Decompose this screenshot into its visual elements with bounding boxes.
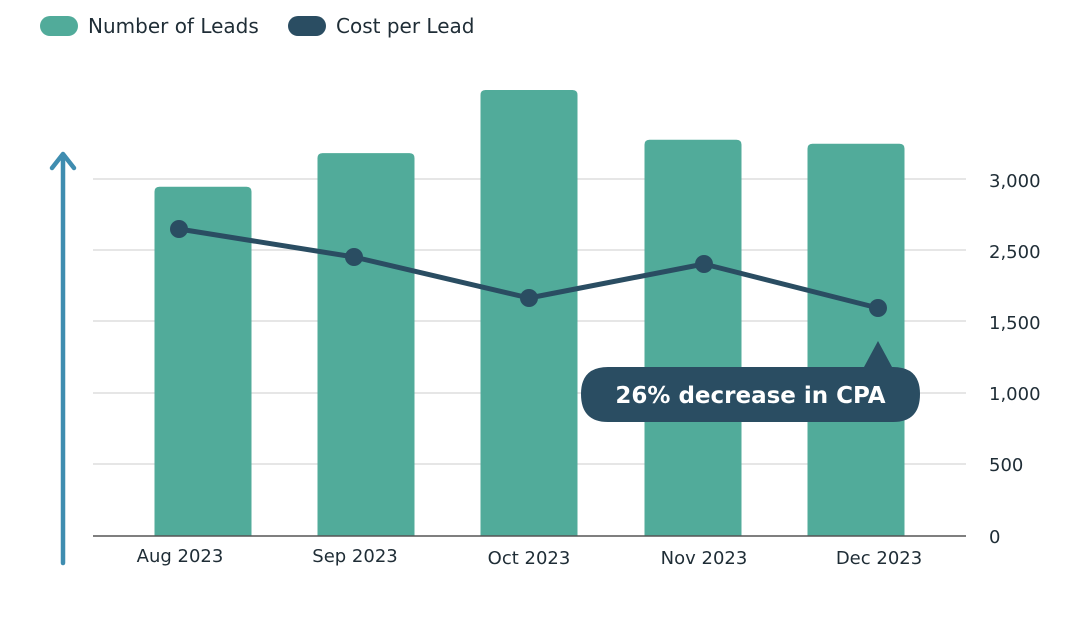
cpl-point-aug-2023	[170, 220, 188, 238]
x-tick-label: Aug 2023	[137, 546, 224, 567]
legend-label-leads: Number of Leads	[88, 14, 259, 38]
x-tick-label: Nov 2023	[661, 548, 748, 569]
callout-text: 26% decrease in CPA	[615, 383, 885, 409]
arrow-head	[49, 151, 77, 171]
cpl-point-oct-2023	[520, 289, 538, 307]
legend-label-cpl: Cost per Lead	[336, 14, 474, 38]
y-tick-label: 0	[989, 527, 1000, 548]
bars	[154, 90, 905, 537]
y-tick-label: 3,000	[989, 171, 1041, 192]
y-tick-label: 1,500	[989, 313, 1041, 334]
up-arrow-icon	[49, 151, 77, 566]
bar-oct-2023	[480, 90, 578, 536]
bar-aug-2023	[154, 186, 252, 536]
bar-dec-2023	[807, 143, 905, 537]
cost-per-lead-line	[170, 220, 887, 317]
legend-swatch-cpl	[288, 16, 326, 36]
x-tick-label: Sep 2023	[312, 546, 397, 567]
y-tick-label: 2,500	[989, 242, 1041, 263]
cpl-point-nov-2023	[695, 255, 713, 273]
y-tick-label: 1,000	[989, 384, 1041, 405]
callout: 26% decrease in CPA	[581, 341, 920, 422]
cpl-point-sep-2023	[345, 248, 363, 266]
bar-nov-2023	[644, 139, 742, 536]
cpl-point-dec-2023	[869, 299, 887, 317]
x-tick-label: Oct 2023	[488, 548, 571, 569]
legend: Number of Leads Cost per Lead	[40, 14, 474, 38]
bar-sep-2023	[317, 153, 415, 536]
tick-labels: 0 500 1,000 1,500 2,500 3,000 Aug 2023 Sep 2023…	[137, 171, 1041, 569]
x-tick-label: Dec 2023	[836, 548, 922, 569]
legend-swatch-leads	[40, 16, 78, 36]
callout-bubble	[581, 341, 920, 422]
y-tick-label: 500	[989, 455, 1023, 476]
